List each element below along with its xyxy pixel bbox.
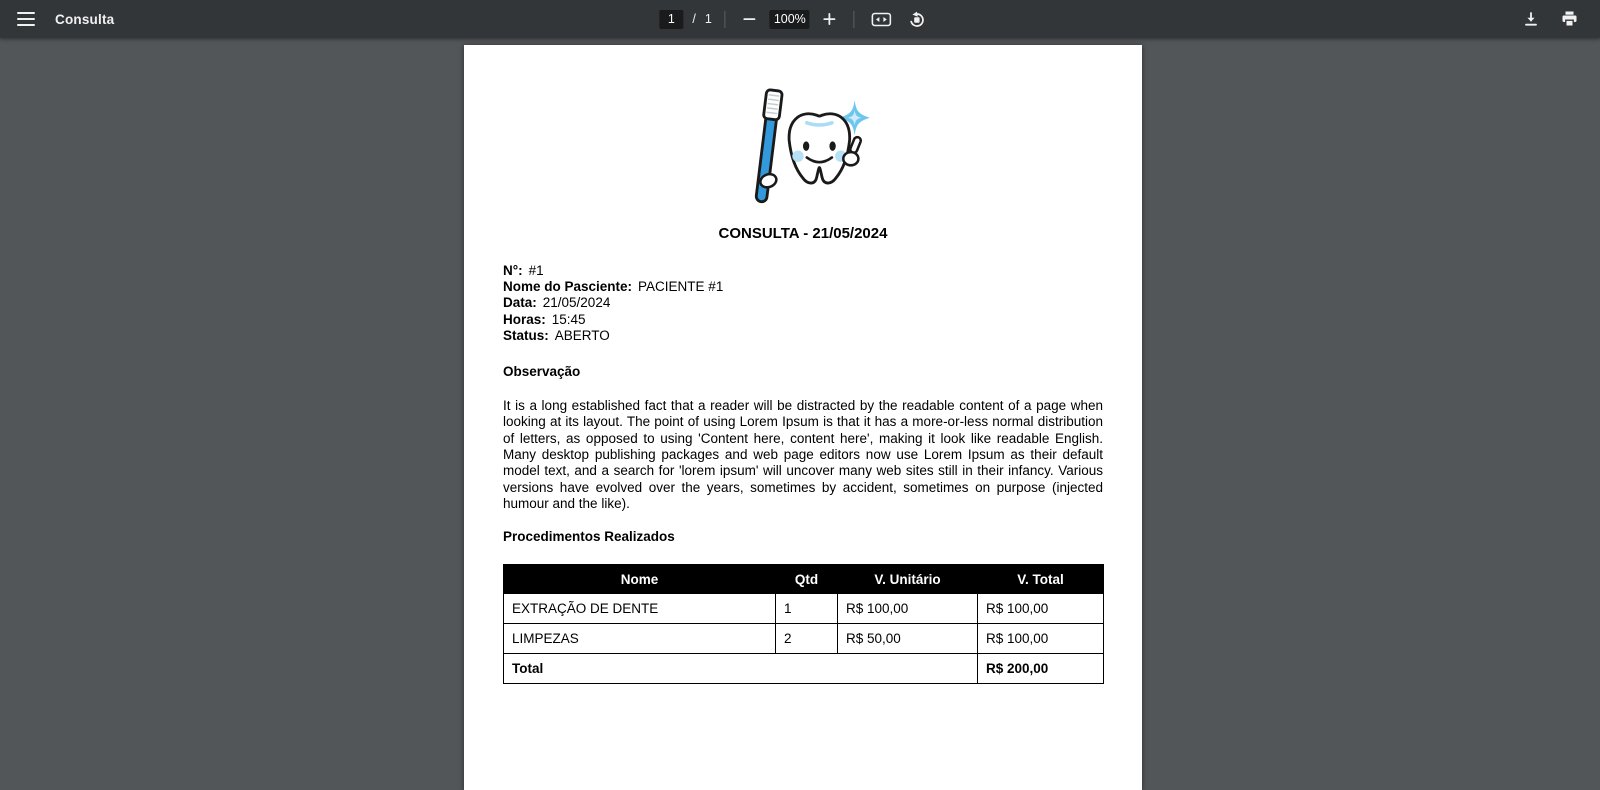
tooth-toothbrush-illustration (754, 88, 870, 204)
cell-v-unitario: R$ 50,00 (837, 623, 978, 655)
toolbar-divider (853, 10, 855, 28)
toolbar-divider (724, 10, 726, 28)
col-header-qtd: Qtd (775, 564, 838, 595)
col-header-v-unitario: V. Unitário (837, 564, 978, 595)
field-label: Status: (503, 327, 549, 343)
field-data: Data: 21/05/2024 (503, 295, 1103, 311)
field-horas: Horas: 15:45 (503, 312, 1103, 328)
col-header-nome: Nome (503, 564, 776, 595)
field-label: Data: (503, 295, 537, 311)
rotate-ccw-icon (909, 11, 926, 28)
cell-v-unitario: R$ 100,00 (837, 593, 978, 625)
cell-v-total: R$ 100,00 (977, 593, 1104, 625)
observacao-heading: Observação (503, 364, 581, 380)
toolbar-right-section (1519, 7, 1600, 31)
page-count: 1 (704, 12, 712, 26)
col-header-v-total: V. Total (977, 564, 1104, 595)
patient-info: N°: #1 Nome do Pasciente: PACIENTE #1 Data… (503, 263, 1103, 344)
field-value: 21/05/2024 (542, 295, 611, 311)
rotate-ccw-button[interactable] (905, 7, 930, 32)
field-value: ABERTO (554, 327, 610, 343)
field-numero: N°: #1 (503, 263, 1103, 279)
cell-qtd: 1 (775, 593, 838, 625)
pdf-page: CONSULTA - 21/05/2024 N°: #1 Nome do Pasc… (464, 45, 1142, 790)
table-total-row: Total R$ 200,00 (503, 653, 1104, 685)
observacao-text: It is a long established fact that a rea… (503, 398, 1103, 511)
menu-icon (17, 12, 35, 26)
zoom-out-icon (743, 12, 757, 26)
field-value: 15:45 (551, 311, 586, 327)
total-value: R$ 200,00 (977, 653, 1104, 685)
field-value: #1 (528, 263, 544, 278)
zoom-in-icon (823, 12, 837, 26)
page-separator: / (692, 12, 696, 26)
page-number-input[interactable]: 1 (659, 9, 684, 29)
report-title: CONSULTA - 21/05/2024 (718, 225, 888, 242)
field-label: Horas: (503, 311, 546, 327)
field-label: N°: (503, 263, 523, 278)
table-row: LIMPEZAS 2 R$ 50,00 R$ 100,00 (503, 623, 1104, 655)
field-nome-paciente: Nome do Pasciente: PACIENTE #1 (503, 279, 1103, 295)
fit-width-button[interactable] (868, 8, 896, 31)
zoom-in-button[interactable] (819, 8, 841, 30)
field-label: Nome do Pasciente: (503, 279, 633, 295)
cell-qtd: 2 (775, 623, 838, 655)
toolbar-center-section: 1 / 1 100% (659, 0, 929, 38)
viewer-document-title: Consulta (55, 11, 115, 27)
cell-nome: EXTRAÇÃO DE DENTE (503, 593, 776, 625)
table-row: EXTRAÇÃO DE DENTE 1 R$ 100,00 R$ 100,00 (503, 593, 1104, 625)
toolbar-left-section: Consulta (0, 8, 114, 30)
pdf-viewer-toolbar: Consulta 1 / 1 100% (0, 0, 1600, 38)
procedures-heading: Procedimentos Realizados (503, 529, 675, 545)
field-value: PACIENTE #1 (638, 279, 724, 295)
print-button[interactable] (1557, 7, 1582, 31)
table-header-row: Nome Qtd V. Unitário V. Total (503, 564, 1104, 595)
field-status: Status: ABERTO (503, 328, 1103, 344)
procedures-table: Nome Qtd V. Unitário V. Total EXTRAÇÃO D… (503, 564, 1104, 685)
fit-width-icon (872, 12, 892, 27)
cell-nome: LIMPEZAS (503, 623, 776, 655)
cell-v-total: R$ 100,00 (977, 623, 1104, 655)
zoom-level-input[interactable]: 100% (769, 9, 810, 29)
report-content: CONSULTA - 21/05/2024 N°: #1 Nome do Pasc… (464, 45, 1142, 685)
print-icon (1561, 11, 1578, 27)
total-label: Total (503, 653, 978, 685)
zoom-out-button[interactable] (739, 8, 761, 30)
download-icon (1523, 11, 1539, 27)
menu-button[interactable] (13, 8, 39, 30)
download-button[interactable] (1519, 7, 1543, 31)
